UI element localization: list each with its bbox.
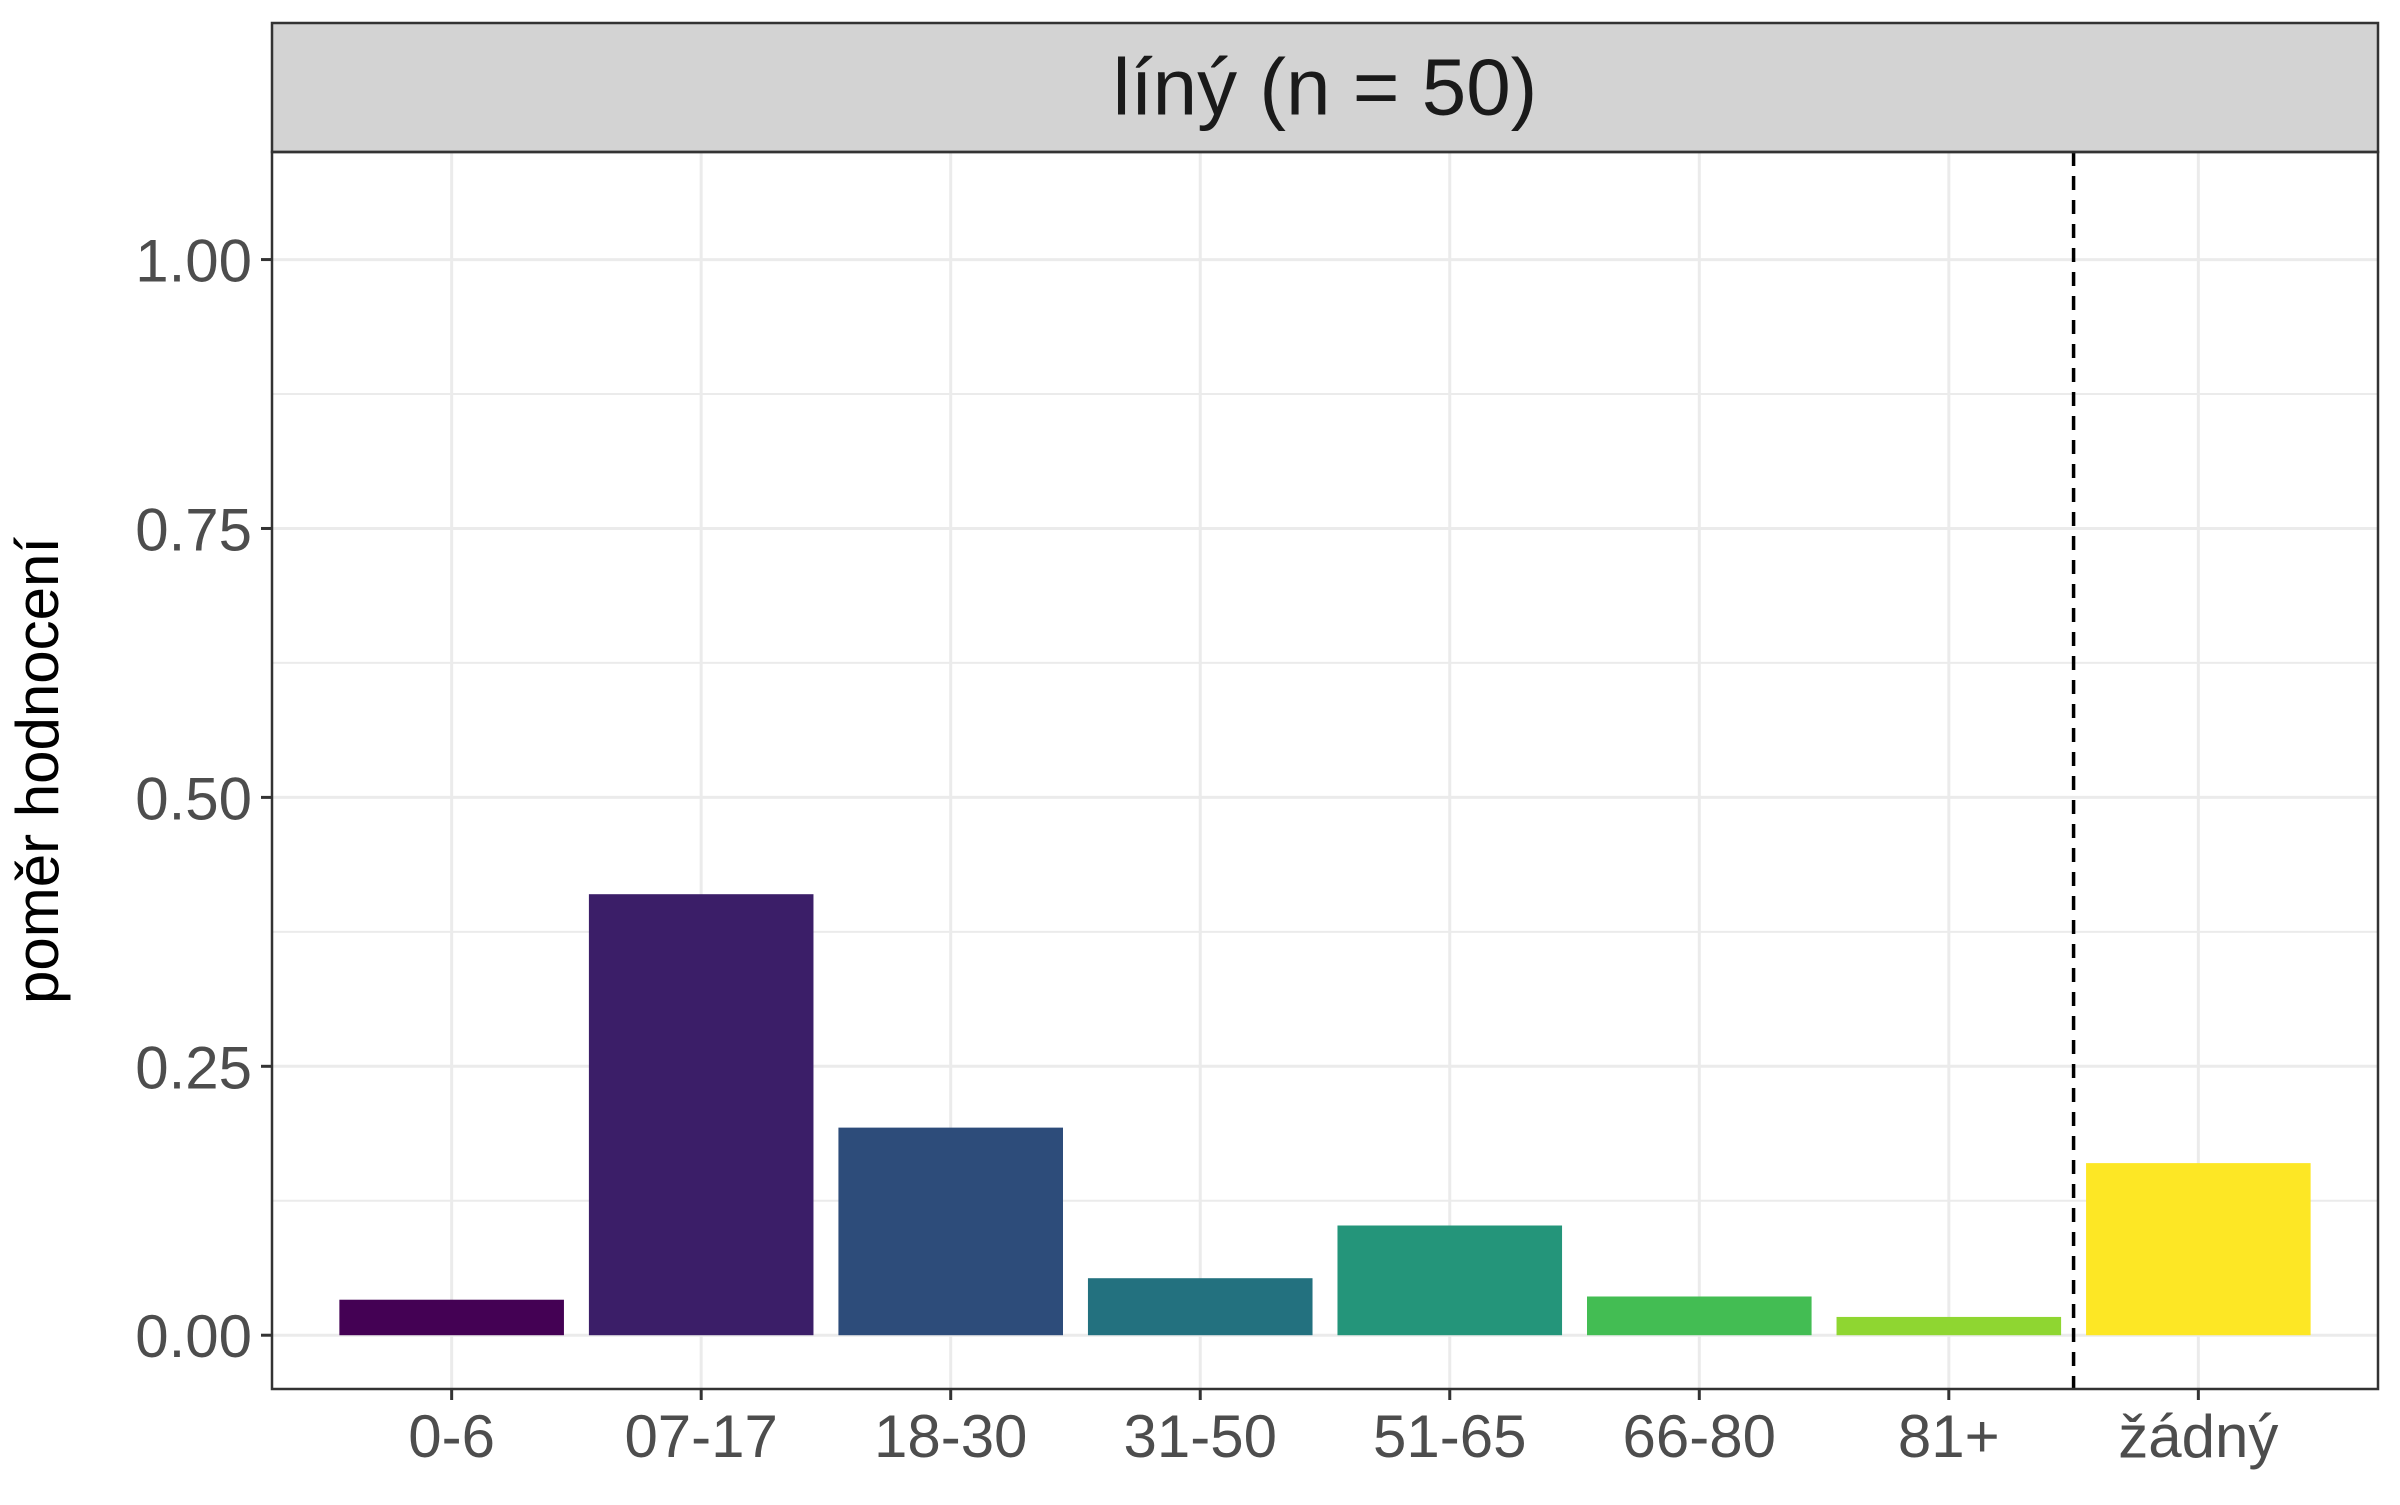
x-tick-label: 07-17 [624, 1403, 777, 1470]
x-tick-label: 66-80 [1623, 1403, 1776, 1470]
y-tick-label: 0.00 [135, 1303, 252, 1370]
facet-title: líný (n = 50) [1113, 43, 1538, 132]
x-tick-label: 51-65 [1373, 1403, 1526, 1470]
bar-žádný [2086, 1163, 2311, 1336]
y-tick-label: 0.75 [135, 496, 252, 563]
bar-66-80 [1587, 1296, 1812, 1336]
x-tick-label: 18-30 [874, 1403, 1027, 1470]
y-tick-label: 1.00 [135, 228, 252, 295]
y-tick-label: 0.25 [135, 1034, 252, 1101]
x-tick-label: 81+ [1898, 1403, 2000, 1470]
panel-border [270, 150, 2380, 1391]
bar-0-6 [339, 1299, 564, 1336]
x-tick-label: 0-6 [408, 1403, 495, 1470]
bar-31-50 [1087, 1278, 1313, 1336]
x-tick-label: žádný [2118, 1403, 2278, 1470]
bar-81+ [1836, 1316, 2062, 1336]
bar-18-30 [838, 1127, 1063, 1336]
bar-07-17 [588, 894, 814, 1336]
y-axis-title: poměr hodnocení [4, 537, 71, 1004]
y-tick-label: 0.50 [135, 765, 252, 832]
panel-background [272, 152, 2378, 1389]
bar-51-65 [1337, 1225, 1563, 1336]
facet-strip [270, 21, 2380, 154]
x-tick-label: 31-50 [1124, 1403, 1277, 1470]
